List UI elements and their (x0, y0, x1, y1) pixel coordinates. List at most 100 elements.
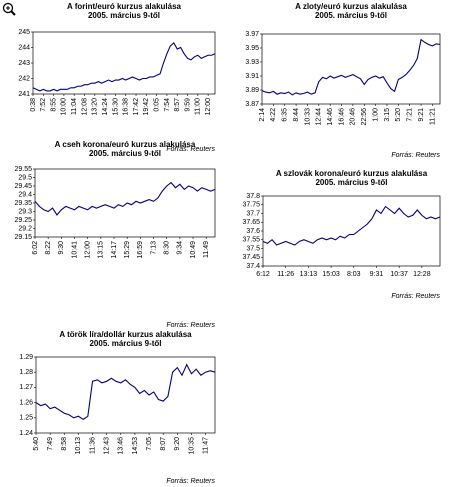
x-tick-label: 5:20 (395, 108, 402, 122)
source-note: Forrás: Reuters (391, 152, 440, 159)
y-tick-label: 29.2 (18, 225, 32, 232)
x-tick-label: 10:33 (304, 108, 311, 126)
y-tick-label: 29.45 (14, 183, 32, 190)
price-line (34, 181, 216, 216)
source-note: Forrás: Reuters (166, 478, 215, 485)
y-tick-label: 242 (18, 75, 30, 82)
x-tick-label: 13:15 (98, 241, 105, 259)
y-tick-label: 241 (18, 91, 30, 98)
x-tick-label: 10:00 (61, 98, 68, 116)
x-tick-label: 11:26 (277, 271, 294, 278)
x-tick-label: 14:17 (111, 241, 118, 259)
y-tick-label: 37.7 (246, 210, 260, 217)
y-tick-label: 37.5 (246, 245, 260, 252)
x-tick-label: 9:20 (174, 437, 181, 451)
x-tick-label: 8:44 (293, 108, 300, 122)
x-tick-label: 4:22 (270, 108, 277, 122)
plot-frame (262, 195, 441, 267)
y-tick-label: 29.5 (18, 174, 32, 181)
y-tick-label: 1.26 (19, 399, 33, 406)
y-tick-label: 37.55 (242, 237, 260, 244)
x-tick-label: 9:31 (370, 271, 384, 278)
x-tick-label: 15:29 (124, 241, 131, 259)
x-tick-label: 13:46 (118, 437, 125, 455)
x-tick-label: 22:56 (361, 108, 368, 126)
x-tick-label: 12:00 (205, 98, 212, 116)
chart-panel: A szlovák korona/euró kurzus alakulása20… (242, 169, 440, 300)
x-tick-label: 0:05 (153, 98, 160, 112)
x-tick-label: 9:30 (58, 241, 65, 255)
x-tick-label: 2:14 (259, 108, 266, 122)
x-tick-label: 19:42 (143, 98, 150, 116)
x-tick-label: 9:21 (418, 108, 425, 122)
y-tick-label: 29.15 (14, 234, 32, 241)
y-tick-label: 243 (18, 60, 30, 67)
price-line (261, 38, 441, 96)
y-tick-label: 1.25 (19, 415, 33, 422)
x-tick-label: 16:59 (137, 241, 144, 259)
x-tick-label: 16:38 (123, 98, 130, 116)
x-tick-label: 7:13 (150, 241, 157, 255)
x-tick-label: 9:59 (184, 98, 191, 112)
chart-panel: A török líra/dollár kurzus alakulása2005… (19, 330, 215, 485)
plot-frame (35, 356, 216, 434)
x-tick-label: 20:46 (350, 108, 357, 126)
x-tick-label: 1:00 (372, 108, 379, 122)
x-tick-label: 5:40 (33, 437, 40, 451)
x-tick-label: 7:49 (47, 437, 54, 451)
price-line (262, 205, 441, 246)
chart-panel: A cseh korona/euró kurzus alakulása2005.… (14, 140, 215, 329)
x-tick-label: 8:58 (61, 437, 68, 451)
y-tick-label: 37.6 (246, 228, 260, 235)
x-tick-label: 17:42 (133, 98, 140, 116)
y-tick-label: 37.45 (242, 254, 260, 261)
source-note: Forrás: Reuters (391, 293, 440, 300)
y-tick-label: 3.97 (245, 31, 259, 38)
source-note: Forrás: Reuters (166, 146, 215, 153)
x-tick-label: 15:03 (322, 271, 340, 278)
x-tick-label: 0:38 (30, 98, 37, 112)
y-tick-label: 29.3 (18, 208, 32, 215)
x-tick-label: 7:21 (407, 108, 414, 122)
price-line (35, 363, 216, 420)
chart-title: A cseh korona/euró kurzus alakulása (55, 140, 196, 149)
y-tick-label: 244 (18, 44, 30, 51)
y-tick-label: 29.4 (18, 191, 32, 198)
chart-subtitle: 2005. március 9-től (315, 11, 387, 20)
x-tick-label: 10:13 (75, 437, 82, 455)
x-tick-label: 11:49 (203, 241, 210, 258)
x-tick-label: 12:08 (81, 98, 88, 116)
y-tick-label: 1.27 (19, 384, 33, 391)
x-tick-label: 11:04 (71, 98, 78, 115)
x-tick-label: 9:34 (177, 241, 184, 255)
zoom-icon[interactable] (2, 2, 16, 16)
x-tick-label: 6:35 (282, 108, 289, 122)
x-tick-label: 14:46 (327, 108, 334, 126)
x-tick-label: 13:20 (92, 98, 99, 116)
x-tick-label: 12:44 (316, 108, 323, 126)
y-tick-label: 37.75 (242, 202, 260, 209)
x-tick-label: 11:00 (195, 98, 202, 115)
x-tick-label: 7:52 (40, 98, 47, 112)
x-tick-label: 11:21 (429, 108, 436, 125)
y-tick-label: 37.4 (246, 263, 260, 270)
y-tick-label: 29.35 (14, 200, 32, 207)
y-tick-label: 3.93 (245, 59, 259, 66)
x-tick-label: 6:02 (32, 241, 39, 255)
y-tick-label: 29.25 (14, 217, 32, 224)
y-tick-label: 29.55 (14, 166, 32, 173)
y-tick-label: 1.28 (19, 369, 33, 376)
y-tick-label: 3.89 (245, 87, 259, 94)
chart-subtitle: 2005. március 9-től (88, 11, 160, 20)
plot-frame (34, 168, 216, 238)
y-tick-label: 3.87 (245, 101, 259, 108)
source-note: Forrás: Reuters (166, 322, 215, 329)
x-tick-label: 14:24 (102, 98, 109, 116)
x-tick-label: 14:53 (132, 437, 139, 455)
x-tick-label: 10:35 (188, 437, 195, 455)
chart-title: A zloty/euró kurzus alakulása (295, 2, 407, 11)
x-tick-label: 11:36 (89, 437, 96, 454)
x-tick-label: 8:07 (160, 437, 167, 451)
